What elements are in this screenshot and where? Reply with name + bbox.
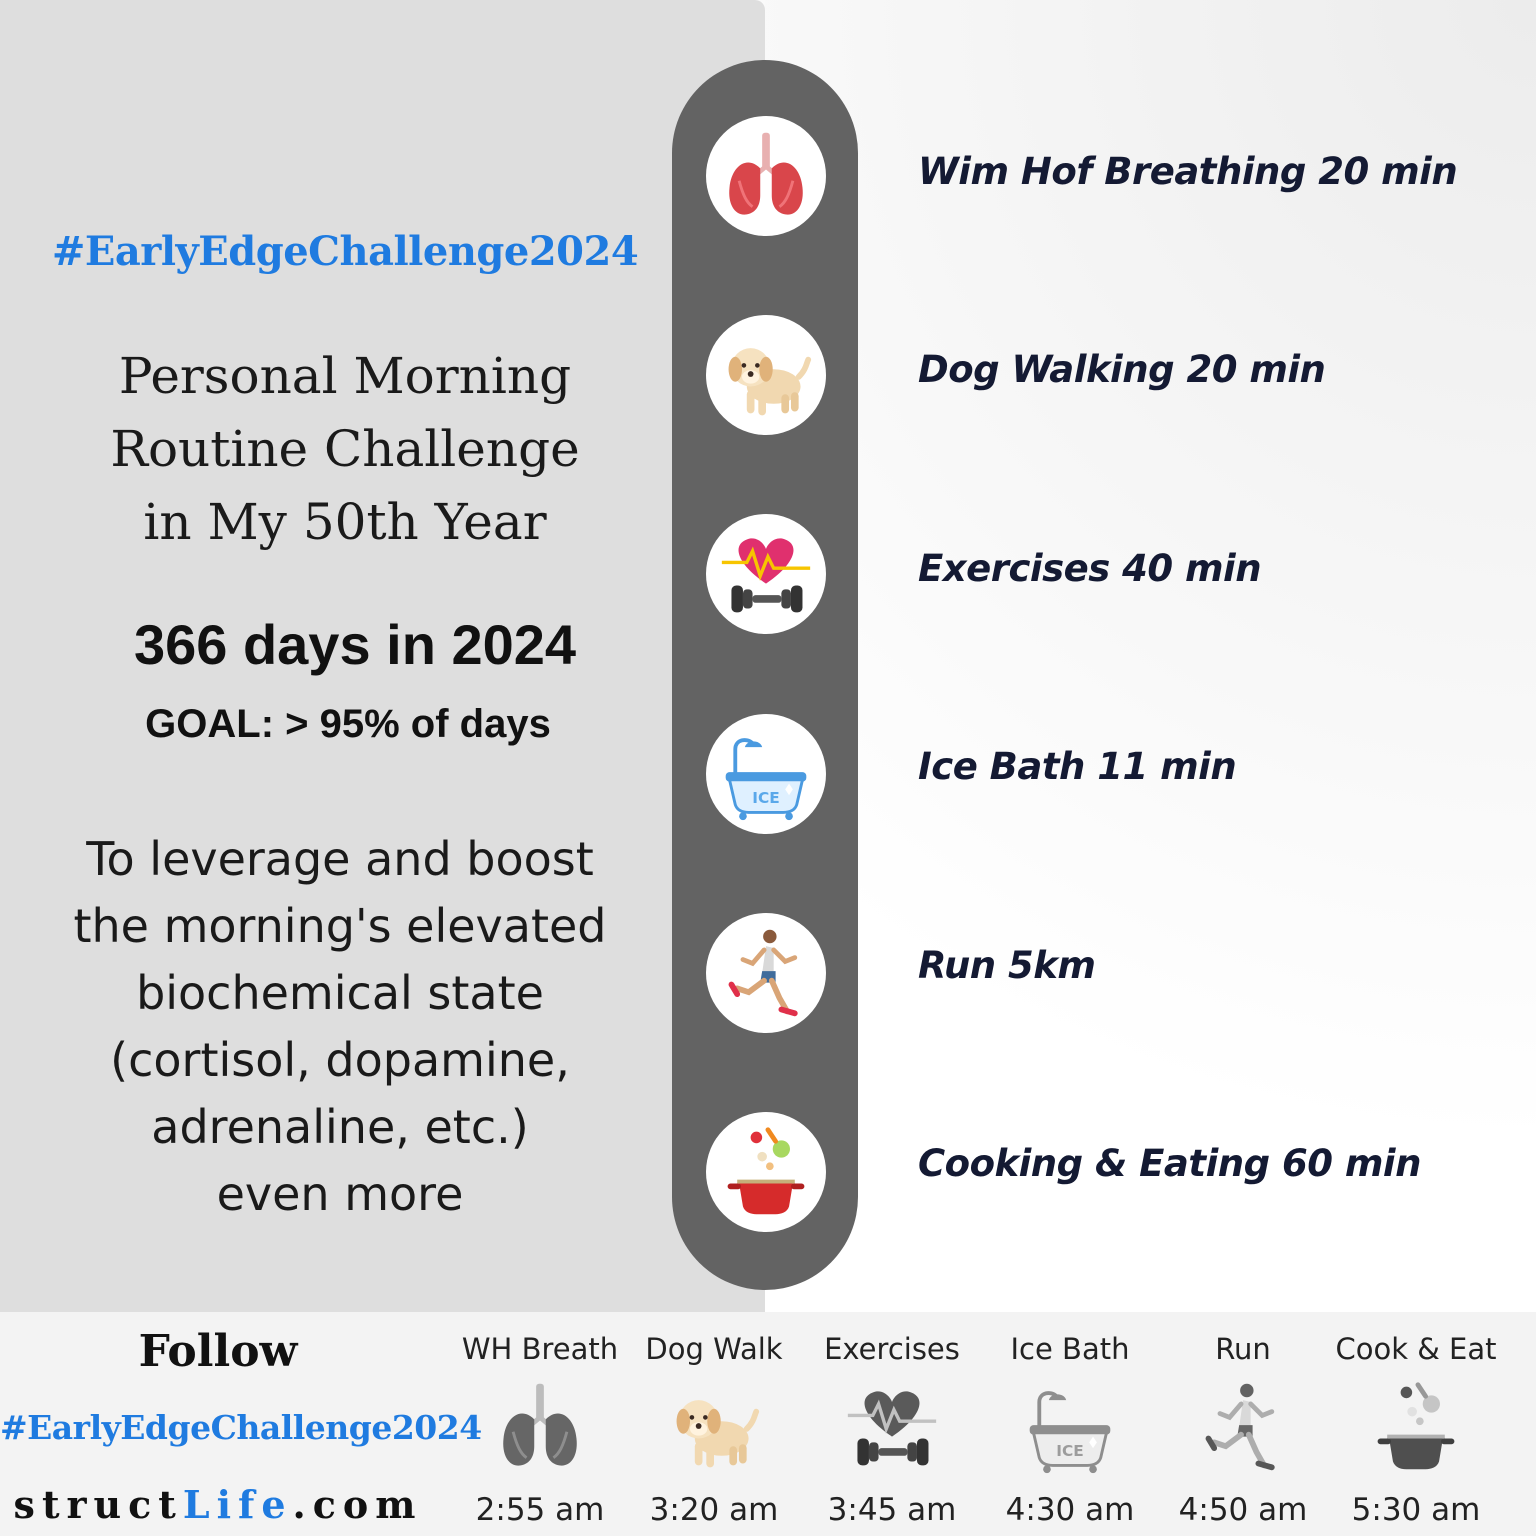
schedule-label: Run	[1215, 1332, 1271, 1366]
footer	[0, 1312, 1536, 1536]
schedule-time: 3:45 am	[827, 1492, 957, 1528]
schedule-item: Run 4:50 am	[1153, 1326, 1333, 1536]
title-line: Personal Morning	[118, 347, 572, 405]
days-count: 366 days in 2024	[133, 613, 577, 676]
brand-part: Life	[182, 1482, 293, 1527]
footer-hashtag[interactable]: #EarlyEdgeChallenge2024	[0, 1408, 482, 1447]
right-background	[765, 0, 1536, 1312]
timeline-pill	[672, 60, 858, 1290]
title-line: Routine Challenge	[110, 420, 580, 478]
activity-label: Dog Walking 20 min	[918, 348, 1326, 391]
ice-bath-icon	[980, 1372, 1160, 1482]
runner-icon	[1153, 1372, 1333, 1482]
challenge-hashtag[interactable]: #EarlyEdgeChallenge2024	[51, 228, 639, 275]
brand-part: struct	[13, 1482, 183, 1527]
schedule-label: Cook & Eat	[1335, 1332, 1497, 1366]
page-title: Personal Morning Routine Challenge in My…	[0, 340, 690, 559]
schedule-label: Ice Bath	[1010, 1332, 1130, 1366]
schedule-time: 3:20 am	[649, 1492, 779, 1528]
schedule-item: Ice Bath 4:30 am	[980, 1326, 1160, 1536]
schedule-time: 2:55 am	[475, 1492, 605, 1528]
schedule-time: 4:50 am	[1178, 1492, 1308, 1528]
brand-part: .com	[292, 1482, 423, 1527]
title-line: in My 50th Year	[143, 493, 547, 551]
schedule-item: Exercises 3:45 am	[802, 1326, 982, 1536]
activity-label: Wim Hof Breathing 20 min	[918, 150, 1458, 193]
purpose-line: biochemical state	[136, 966, 544, 1020]
purpose-line: (cortisol, dopamine,	[110, 1033, 570, 1087]
brand-link[interactable]: structLife.com	[0, 1482, 436, 1527]
purpose-text: To leverage and boost the morning's elev…	[40, 826, 640, 1228]
ice-bath-icon	[706, 714, 826, 834]
purpose-line: the morning's elevated	[73, 899, 607, 953]
activity-label: Exercises 40 min	[918, 547, 1262, 590]
schedule-time: 4:30 am	[1005, 1492, 1135, 1528]
schedule-item: WH Breath 2:55 am	[450, 1326, 630, 1536]
schedule-item: Dog Walk 3:20 am	[624, 1326, 804, 1536]
purpose-line: even more	[216, 1167, 464, 1221]
left-panel	[0, 0, 765, 1312]
heart-dumbbell-icon	[802, 1372, 982, 1482]
schedule-item: Cook & Eat 5:30 am	[1326, 1326, 1506, 1536]
lungs-icon	[706, 116, 826, 236]
cooking-pot-icon	[706, 1112, 826, 1232]
schedule-label: WH Breath	[461, 1332, 619, 1366]
cooking-pot-icon	[1326, 1372, 1506, 1482]
schedule-label: Dog Walk	[645, 1332, 783, 1366]
heart-dumbbell-icon	[706, 514, 826, 634]
dog-icon	[624, 1372, 804, 1482]
activity-label: Cooking & Eating 60 min	[918, 1142, 1421, 1185]
runner-icon	[706, 913, 826, 1033]
dog-icon	[706, 315, 826, 435]
schedule-label: Exercises	[824, 1332, 960, 1366]
purpose-line: To leverage and boost	[86, 832, 594, 886]
activity-label: Run 5km	[918, 944, 1096, 987]
activity-label: Ice Bath 11 min	[918, 745, 1237, 788]
goal-text: GOAL: > 95% of days	[145, 702, 551, 746]
purpose-line: adrenaline, etc.)	[151, 1100, 529, 1154]
schedule-time: 5:30 am	[1351, 1492, 1481, 1528]
follow-label: Follow	[138, 1326, 298, 1377]
lungs-icon	[450, 1372, 630, 1482]
